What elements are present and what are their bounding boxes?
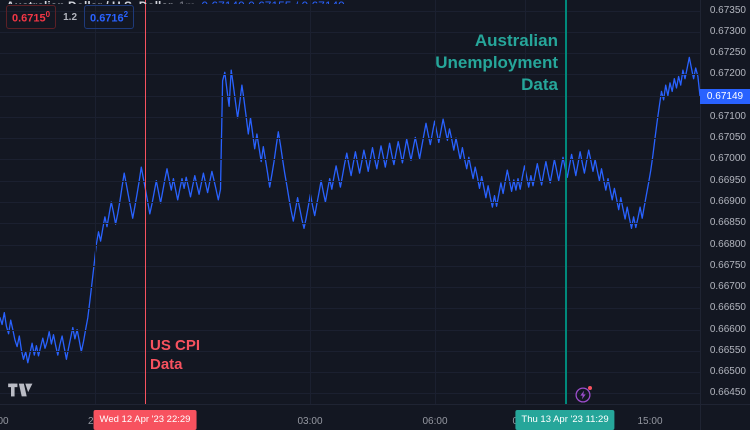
horizontal-gridline	[0, 181, 700, 182]
price-axis[interactable]: 0.673500.673000.672500.672000.671500.671…	[700, 0, 750, 404]
price-tick: 0.66700	[709, 281, 746, 293]
chart-plot-area[interactable]	[0, 0, 700, 404]
price-tick: 0.66800	[709, 238, 746, 250]
spread-value: 1.2	[63, 11, 78, 23]
annotation-au-line3: Data	[521, 75, 558, 94]
price-tick: 0.66750	[709, 259, 746, 271]
price-tick: 0.66500	[709, 366, 746, 378]
ask-price-sup: 2	[123, 10, 129, 20]
time-tick: 15:00	[637, 416, 663, 427]
tradingview-logo[interactable]	[8, 380, 34, 400]
price-line-series	[0, 56, 700, 364]
legend-title-row: Australian Dollar / U.S. Dollar 1m 0.67149…	[6, 0, 426, 4]
horizontal-gridline	[0, 96, 700, 97]
bid-price-sup: 0	[45, 10, 51, 20]
price-tick: 0.66450	[709, 387, 746, 399]
legend-ohlc: 0.67149 0.67155 / 0.67149	[201, 0, 344, 4]
horizontal-gridline	[0, 393, 700, 394]
price-tick: 0.67050	[709, 132, 746, 144]
time-badge-teal[interactable]: Thu 13 Apr '23 11:29	[515, 410, 615, 430]
horizontal-gridline	[0, 245, 700, 246]
price-tick: 0.66600	[709, 323, 746, 335]
horizontal-gridline	[0, 117, 700, 118]
horizontal-gridline	[0, 202, 700, 203]
price-tick: 0.66950	[709, 174, 746, 186]
annotation-us-cpi[interactable]: US CPI Data	[150, 336, 200, 374]
chart-legend[interactable]: Australian Dollar / U.S. Dollar 1m 0.67149…	[6, 0, 426, 29]
price-tick: 0.67350	[709, 4, 746, 16]
annotation-au-unemployment[interactable]: Australian Unemployment Data	[308, 30, 558, 96]
price-tick: 0.67200	[709, 68, 746, 80]
price-tick: 0.67250	[709, 47, 746, 59]
horizontal-gridline	[0, 159, 700, 160]
price-tick: 0.66850	[709, 217, 746, 229]
price-tick: 0.67100	[709, 110, 746, 122]
legend-timeframe[interactable]: 1m	[179, 0, 196, 4]
horizontal-gridline	[0, 308, 700, 309]
horizontal-gridline	[0, 287, 700, 288]
price-tick: 0.66900	[709, 196, 746, 207]
ask-price-value: 0.6716	[90, 12, 124, 25]
annotation-au-line1: Australian	[474, 31, 558, 50]
vertical-gridline	[435, 0, 436, 404]
horizontal-gridline	[0, 11, 700, 12]
annotation-us-cpi-line2: Data	[150, 356, 183, 373]
event-line-au-unemployment	[565, 0, 567, 404]
horizontal-gridline	[0, 330, 700, 331]
time-tick: 03:00	[297, 416, 323, 427]
horizontal-gridline	[0, 266, 700, 267]
bid-price-box[interactable]: 0.67150	[6, 5, 57, 29]
vertical-gridline	[310, 0, 311, 404]
price-tick: 0.67000	[709, 153, 746, 165]
horizontal-gridline	[0, 74, 700, 75]
vertical-gridline	[525, 0, 526, 404]
ask-price-box[interactable]: 0.67162	[84, 5, 135, 29]
time-tick: 00	[0, 416, 9, 427]
horizontal-gridline	[0, 372, 700, 373]
legend-symbol[interactable]: Australian Dollar / U.S. Dollar	[6, 0, 173, 4]
axis-corner[interactable]	[700, 404, 750, 430]
alert-lightning-icon[interactable]	[574, 386, 592, 404]
alert-notification-dot	[588, 386, 592, 390]
annotation-us-cpi-line1: US CPI	[150, 337, 201, 354]
price-tick: 0.67300	[709, 25, 746, 37]
horizontal-gridline	[0, 53, 700, 54]
horizontal-gridline	[0, 223, 700, 224]
horizontal-gridline	[0, 138, 700, 139]
price-tick: 0.66650	[709, 302, 746, 314]
horizontal-gridline	[0, 351, 700, 352]
horizontal-gridline	[0, 32, 700, 33]
event-line-us-cpi	[145, 0, 146, 404]
price-tick: 0.66550	[709, 344, 746, 356]
bid-price-value: 0.6715	[12, 12, 46, 25]
time-tick: 06:00	[422, 416, 448, 427]
time-badge-red[interactable]: Wed 12 Apr '23 22:29	[93, 410, 197, 430]
legend-quote-row: 0.67150 1.2 0.67162	[6, 5, 426, 29]
vertical-gridline	[95, 0, 96, 404]
annotation-au-line2: Unemployment	[435, 53, 558, 72]
current-price-label[interactable]: 0.67149	[700, 88, 750, 104]
